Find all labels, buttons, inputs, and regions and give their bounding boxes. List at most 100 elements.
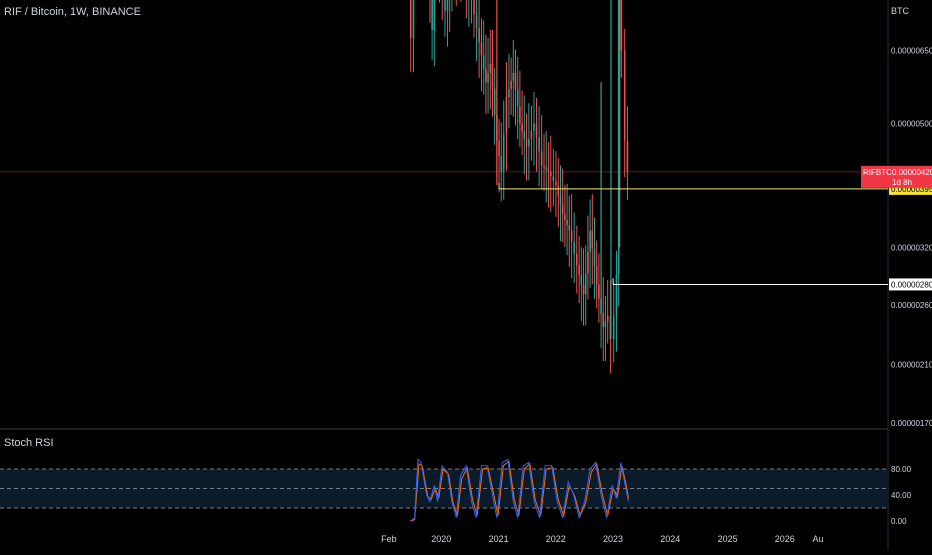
price-candle <box>540 151 543 166</box>
price-candle <box>489 63 492 73</box>
price-candle <box>587 251 589 274</box>
x-tick-label: 2026 <box>775 534 795 544</box>
price-candle <box>505 96 508 135</box>
price-candle <box>584 273 587 295</box>
y-tick-label: 0.00000320 <box>891 243 932 252</box>
x-tick-label: Feb <box>381 534 397 544</box>
price-candle <box>552 176 555 181</box>
level-badge <box>889 278 932 291</box>
price-candle <box>575 253 578 266</box>
price-candle <box>589 230 591 252</box>
price-candle <box>491 63 494 90</box>
price-candle <box>555 180 557 186</box>
price-candle <box>409 0 412 39</box>
x-tick-label: 2021 <box>489 534 509 544</box>
level-label: 0.00000395 <box>891 185 932 194</box>
x-tick-label: 2022 <box>546 534 566 544</box>
indicator-title[interactable]: Stoch RSI <box>4 437 54 449</box>
price-candle <box>615 274 618 316</box>
price-candle <box>582 284 585 295</box>
y-tick-label: 0.00000210 <box>891 360 932 369</box>
price-candle <box>538 137 540 152</box>
price-candle <box>512 72 515 81</box>
price-candle <box>620 0 623 51</box>
price-candle <box>561 204 564 215</box>
currency-label: BTC <box>891 6 909 16</box>
price-candle <box>473 0 475 15</box>
price-candle <box>623 50 626 141</box>
price-candle <box>591 230 594 249</box>
price-candle <box>568 225 571 231</box>
price-candle <box>606 315 609 322</box>
x-tick-label: 2023 <box>603 534 623 544</box>
price-candle <box>528 138 530 147</box>
stoch-k-line <box>409 458 629 522</box>
x-tick-label: 2024 <box>660 534 680 544</box>
price-candle <box>487 72 489 83</box>
y-tick-label: 0.00000170 <box>891 419 932 428</box>
price-candle <box>482 55 485 69</box>
current-price-badge <box>861 165 932 188</box>
price-candle <box>593 248 596 267</box>
price-candle <box>578 265 580 276</box>
price-candle <box>566 219 568 226</box>
price-candle <box>446 0 449 11</box>
price-candle <box>602 312 605 328</box>
price-candle <box>502 134 505 172</box>
y-tick-label: 0.00000260 <box>891 301 932 310</box>
price-candle <box>626 140 629 172</box>
price-candle <box>598 284 600 299</box>
price-candle <box>521 123 523 132</box>
price-candle <box>559 195 562 205</box>
price-candle <box>508 88 510 97</box>
current-countdown: 1d 8h <box>892 178 912 187</box>
price-candle <box>595 266 598 285</box>
price-candle <box>412 0 415 39</box>
stoch-tick-label: 40.00 <box>891 491 912 500</box>
current-price: 0.00000420 <box>892 168 932 177</box>
price-candle <box>498 140 500 157</box>
price-candle <box>604 321 607 328</box>
price-candle <box>549 171 552 177</box>
price-candle <box>543 165 545 168</box>
y-tick-label: 0.00000500 <box>891 119 932 128</box>
price-candle <box>573 242 576 254</box>
stoch-tick-label: 0.00 <box>891 517 907 526</box>
chart-title: RIF / Bitcoin, 1W, BINANCE <box>4 6 141 18</box>
price-candle <box>478 28 480 43</box>
price-candle <box>500 156 503 172</box>
price-candle <box>570 230 573 243</box>
price-candle <box>557 185 560 196</box>
y-tick-label: 0.00000650 <box>891 47 932 56</box>
price-candle <box>617 0 620 275</box>
price-candle <box>612 315 615 340</box>
price-candle <box>516 89 519 107</box>
price-candle <box>485 68 487 83</box>
stoch-d-line <box>410 460 629 522</box>
price-candle <box>580 275 583 285</box>
price-candle <box>535 123 538 138</box>
price-candle <box>514 72 517 90</box>
price-candle <box>510 80 512 89</box>
x-tick-label: Au <box>813 534 824 544</box>
x-tick-label: 2025 <box>718 534 738 544</box>
price-candle <box>530 131 533 139</box>
price-candle <box>525 138 528 147</box>
price-candle <box>564 214 566 220</box>
price-candle <box>519 106 521 124</box>
price-candle <box>545 167 548 170</box>
current-symbol: RIFBTC <box>863 168 892 177</box>
x-tick-label: 2020 <box>431 534 451 544</box>
price-candle <box>431 0 433 31</box>
price-candle <box>493 89 496 115</box>
price-candle <box>475 14 478 29</box>
stoch-tick-label: 80.00 <box>891 465 912 474</box>
level-label: 0.00000280 <box>891 280 932 289</box>
price-candle <box>480 42 483 56</box>
price-candle <box>444 0 446 11</box>
price-candle <box>547 169 550 172</box>
price-candle <box>433 0 436 31</box>
price-candle <box>533 123 535 132</box>
